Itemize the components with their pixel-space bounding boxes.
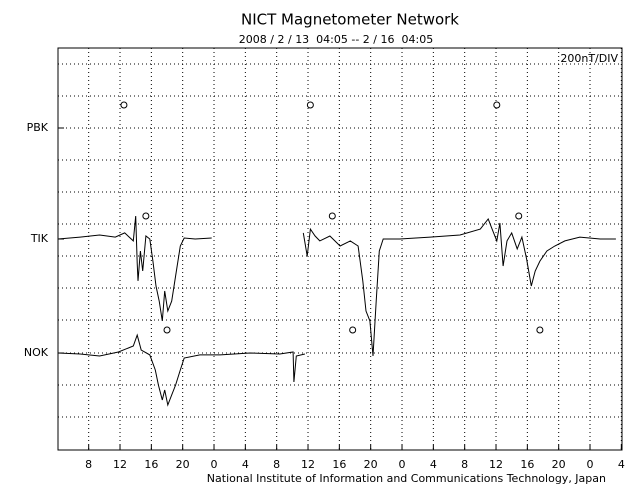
x-tick-label: 20 [176, 458, 190, 471]
x-tick-label: 12 [113, 458, 127, 471]
credit: National Institute of Information and Co… [207, 472, 606, 485]
station-label: TIK [30, 232, 49, 245]
x-tick-label: 16 [520, 458, 534, 471]
x-tick-label: 0 [587, 458, 594, 471]
local-midnight-marker [306, 101, 314, 109]
scale-label: 200nT/DIV [560, 52, 618, 65]
local-midnight-marker [349, 326, 357, 334]
x-tick-label: 4 [430, 458, 437, 471]
x-tick-label: 12 [489, 458, 503, 471]
plot-frame [57, 47, 623, 451]
x-tick-label: 8 [461, 458, 468, 471]
subtitle: 2008 / 2 / 13 04:05 -- 2 / 16 04:05 [239, 33, 433, 46]
chart-title: NICT Magnetometer Network [241, 11, 459, 29]
trace [58, 215, 616, 357]
h-grid [58, 63, 622, 418]
x-tick-label: 12 [301, 458, 315, 471]
x-tick-label: 20 [364, 458, 378, 471]
x-tick-label: 8 [85, 458, 92, 471]
local-midnight-marker [120, 101, 128, 109]
local-midnight-marker [493, 101, 501, 109]
local-midnight-marker [328, 212, 336, 220]
local-midnight-marker [142, 212, 150, 220]
trace [58, 333, 306, 407]
x-tick-label: 20 [552, 458, 566, 471]
station-label: PBK [27, 121, 49, 134]
x-tick-label: 0 [211, 458, 218, 471]
local-midnight-marker [536, 326, 544, 334]
x-tick-label: 16 [332, 458, 346, 471]
x-tick-label: 16 [144, 458, 158, 471]
local-midnight-marker [515, 212, 523, 220]
station-label: NOK [24, 346, 49, 359]
x-tick-label: 4 [242, 458, 249, 471]
x-tick-label: 8 [273, 458, 280, 471]
x-tick-label: 4 [618, 458, 625, 471]
local-midnight-marker [163, 326, 171, 334]
x-tick-label: 0 [399, 458, 406, 471]
